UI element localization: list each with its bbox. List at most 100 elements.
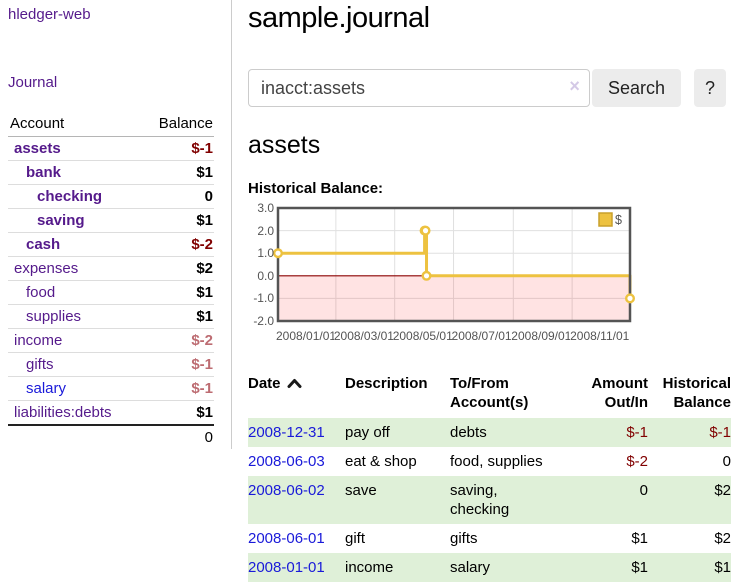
transaction-accounts: gifts xyxy=(450,530,478,547)
transaction-amount: 0 xyxy=(639,482,648,499)
transaction-date-link[interactable]: 2008-01-01 xyxy=(248,559,325,576)
transaction-date-link[interactable]: 2008-06-03 xyxy=(248,453,325,470)
transaction-accounts: debts xyxy=(450,424,487,441)
y-axis-tick-label: 2.0 xyxy=(257,223,274,238)
y-axis-tick-label: -2.0 xyxy=(253,314,274,328)
chart-canvas: $ xyxy=(273,206,636,323)
date-header-label: Date xyxy=(248,375,281,392)
register-header-row: Date Description To/From Account(s) Amou… xyxy=(248,371,731,418)
transaction-balance: $-1 xyxy=(709,424,731,441)
register-row: 2008-06-02 save saving, checking 0 $2 xyxy=(248,476,731,524)
account-balance: $1 xyxy=(140,208,214,233)
account-link-saving[interactable]: saving xyxy=(37,212,85,229)
account-link-liabilities-debts[interactable]: liabilities:debts xyxy=(14,404,112,421)
transaction-balance: 0 xyxy=(722,453,731,470)
account-balance: $1 xyxy=(140,304,214,329)
accounts-column-header: To/From Account(s) xyxy=(450,375,529,411)
main-content: sample.journal × Search ? assets Histori… xyxy=(232,0,731,582)
account-link-gifts[interactable]: gifts xyxy=(26,356,54,373)
accounts-total-value: 0 xyxy=(140,424,214,449)
account-balance: $-1 xyxy=(140,352,214,377)
nav-journal-link[interactable]: Journal xyxy=(8,74,58,91)
transaction-amount: $-1 xyxy=(626,424,648,441)
x-axis-tick-label: 2008/07/01 xyxy=(451,329,512,343)
search-button[interactable]: Search xyxy=(591,69,681,107)
description-column-header: Description xyxy=(345,375,428,392)
x-axis-tick-label: 2008/01/01 xyxy=(276,329,337,343)
page-title: sample.journal xyxy=(248,2,430,34)
account-row-gifts: gifts $-1 xyxy=(8,352,214,377)
account-link-assets[interactable]: assets xyxy=(14,140,61,157)
transaction-accounts: salary xyxy=(450,559,491,576)
transaction-description: gift xyxy=(345,530,366,547)
account-link-salary[interactable]: salary xyxy=(26,380,67,397)
account-row-income: income $-2 xyxy=(8,328,214,353)
clear-search-icon[interactable]: × xyxy=(569,76,580,96)
register-row: 2008-06-03 eat & shop food, supplies $-2… xyxy=(248,447,731,476)
x-axis-tick-label: 2008/03/01 xyxy=(333,329,394,343)
sidebar: hledger-web Journal Account Balance asse… xyxy=(0,0,232,449)
balance-column-header: Historical Balance xyxy=(662,375,731,411)
account-balance: $-1 xyxy=(140,136,214,161)
account-link-checking[interactable]: checking xyxy=(37,188,103,205)
sort-ascending-icon xyxy=(287,379,302,388)
x-axis-tick-label: 2008/09/01 xyxy=(511,329,572,343)
account-row-checking: checking 0 xyxy=(8,184,214,209)
account-row-food: food $1 xyxy=(8,280,214,305)
transaction-date-link[interactable]: 2008-12-31 xyxy=(248,424,325,441)
account-column-header: Account xyxy=(8,112,141,137)
chart-title: Historical Balance: xyxy=(248,180,384,197)
app-title-link[interactable]: hledger-web xyxy=(8,6,91,23)
account-row-cash: cash $-2 xyxy=(8,232,214,257)
transaction-description: income xyxy=(345,559,394,576)
account-link-supplies[interactable]: supplies xyxy=(26,308,82,325)
transaction-amount: $1 xyxy=(631,530,648,547)
account-balance: $1 xyxy=(140,160,214,185)
account-link-food[interactable]: food xyxy=(26,284,56,301)
y-axis-tick-label: -1.0 xyxy=(253,291,274,306)
register-row: 2008-06-01 gift gifts $1 $2 xyxy=(248,524,731,553)
account-link-expenses[interactable]: expenses xyxy=(14,260,79,277)
historical-balance-chart[interactable]: $3.0 2.0 1.0 0.0 -1.0 -2.0 2008/01/01 2008/03/0… xyxy=(248,201,640,346)
account-link-income[interactable]: income xyxy=(14,332,63,349)
transaction-balance: $2 xyxy=(714,482,731,499)
y-axis-tick-label: 1.0 xyxy=(257,246,274,261)
account-row-saving: saving $1 xyxy=(8,208,214,233)
account-balance: $-1 xyxy=(140,376,214,401)
transaction-balance: $2 xyxy=(714,530,731,547)
register-row: 2008-01-01 income salary $1 $1 xyxy=(248,553,731,582)
account-link-cash[interactable]: cash xyxy=(26,236,61,253)
transaction-amount: $-2 xyxy=(626,453,648,470)
svg-text:$: $ xyxy=(615,213,622,227)
account-row-expenses: expenses $2 xyxy=(8,256,214,281)
search-input[interactable] xyxy=(248,69,590,107)
transaction-description: save xyxy=(345,482,377,499)
account-balance: $2 xyxy=(140,256,214,281)
account-balance: $-2 xyxy=(140,232,214,257)
transaction-date-link[interactable]: 2008-06-02 xyxy=(248,482,325,499)
account-row-assets: assets $-1 xyxy=(8,136,214,161)
transaction-description: eat & shop xyxy=(345,453,417,470)
transaction-description: pay off xyxy=(345,424,390,441)
account-row-supplies: supplies $1 xyxy=(8,304,214,329)
x-axis-tick-label: 2008/05/01 xyxy=(392,329,453,343)
search-form: × Search ? xyxy=(248,69,726,107)
account-row-bank: bank $1 xyxy=(8,160,214,185)
accounts-total-row: 0 xyxy=(8,424,214,449)
transaction-date-link[interactable]: 2008-06-01 xyxy=(248,530,325,547)
account-link-bank[interactable]: bank xyxy=(26,164,62,181)
account-balance: $-2 xyxy=(140,328,214,353)
amount-column-header: Amount Out/In xyxy=(591,375,648,411)
accounts-table: Account Balance assets $-1 bank $1 check… xyxy=(8,112,214,449)
transaction-balance: $1 xyxy=(714,559,731,576)
x-axis-tick-label: 2008/11/01 xyxy=(570,329,630,343)
help-button[interactable]: ? xyxy=(693,69,726,107)
y-axis-tick-label: 0.0 xyxy=(257,268,274,283)
register-row: 2008-12-31 pay off debts $-1 $-1 xyxy=(248,418,731,447)
date-column-header[interactable]: Date xyxy=(248,371,345,418)
account-heading: assets xyxy=(248,131,321,159)
account-balance: 0 xyxy=(140,184,214,209)
account-balance: $1 xyxy=(140,280,214,305)
search-input-wrap: × xyxy=(248,69,590,107)
